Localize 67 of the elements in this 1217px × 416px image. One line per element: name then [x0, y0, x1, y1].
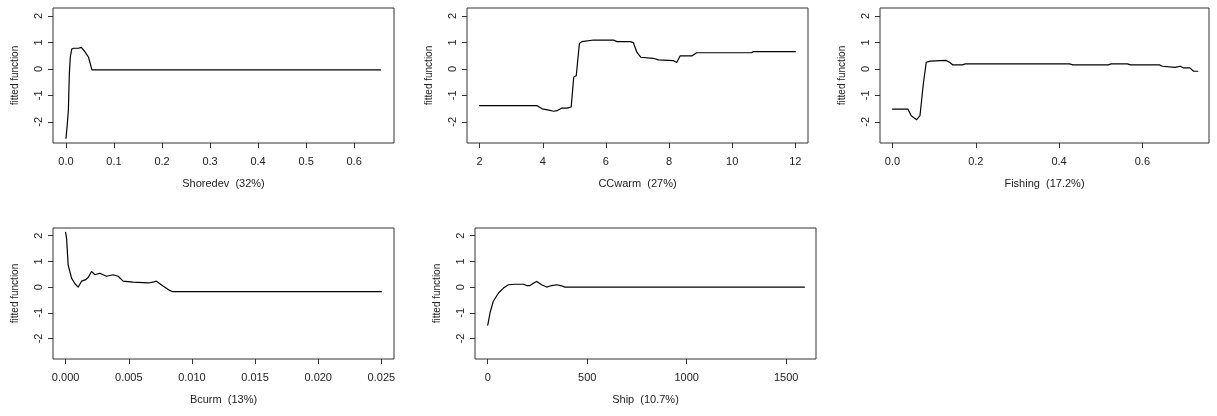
x-tick-label: 12 [789, 154, 802, 167]
x-tick-label: 2 [476, 154, 483, 167]
y-axis-title: fitted function [8, 45, 20, 106]
line-series [891, 59, 1199, 121]
x-tick-label: 0.5 [298, 154, 314, 167]
y-tick-label: 2 [445, 12, 458, 19]
y-tick-label: -1 [445, 90, 458, 101]
y-tick-label: 0 [445, 65, 458, 72]
x-tick-label: 0.4 [250, 154, 266, 167]
line-series [65, 231, 382, 293]
y-tick-label: -1 [31, 307, 44, 318]
y-axis-title: fitted function [422, 45, 434, 106]
y-tick-label: 2 [31, 232, 44, 239]
x-tick-label: 0 [484, 370, 491, 383]
y-tick-label: 2 [858, 12, 871, 19]
y-tick-label: -2 [445, 116, 458, 127]
y-tick-label: 1 [445, 39, 458, 46]
x-axis-title: Ship (10.7%) [612, 392, 679, 405]
x-axis-title: Fishing (17.2%) [1004, 176, 1085, 189]
y-axis-title: fitted function [8, 263, 20, 324]
x-tick-label: 0.025 [367, 370, 396, 383]
x-tick-label: 0.000 [51, 370, 80, 383]
y-tick-label: 0 [858, 65, 871, 72]
y-tick-label: 0 [31, 65, 44, 72]
x-tick-label: 0.4 [1051, 154, 1067, 167]
x-axis-title: Bcurm (13%) [189, 392, 258, 405]
x-tick-label: 8 [666, 154, 673, 167]
y-axis-title: fitted function [430, 263, 442, 324]
line-series [487, 280, 806, 326]
x-tick-label: 0.005 [115, 370, 143, 383]
y-tick-label: 0 [453, 284, 466, 291]
x-tick-label: 0.6 [346, 154, 362, 167]
y-tick-label: -2 [858, 116, 871, 127]
x-axis-title: CCwarm (27%) [598, 176, 677, 189]
y-tick-label: 1 [31, 39, 44, 46]
x-tick-label: 10 [726, 154, 739, 167]
y-tick-label: -2 [453, 333, 466, 344]
y-tick-label: 1 [453, 258, 466, 265]
y-tick-label: -2 [31, 116, 44, 127]
y-tick-label: -2 [31, 333, 44, 344]
y-tick-label: -1 [453, 307, 466, 318]
x-tick-label: 4 [539, 154, 546, 167]
y-tick-label: -1 [858, 90, 871, 101]
x-tick-label: 0.3 [202, 154, 218, 167]
x-tick-label: 1000 [674, 370, 699, 383]
x-tick-label: 0.015 [241, 370, 269, 383]
line-series [479, 39, 796, 112]
x-tick-label: 1500 [773, 370, 799, 383]
line-series [65, 46, 382, 139]
y-tick-label: 2 [31, 12, 44, 19]
y-tick-label: 0 [31, 284, 44, 291]
x-tick-label: 0.2 [154, 154, 170, 167]
x-tick-label: 0.0 [58, 154, 74, 167]
x-tick-label: 0.6 [1134, 154, 1151, 167]
x-tick-label: 0.010 [178, 370, 206, 383]
y-tick-label: 2 [453, 232, 466, 239]
x-tick-label: 500 [578, 370, 597, 383]
y-tick-label: 1 [31, 258, 44, 265]
y-tick-label: 1 [858, 39, 871, 46]
y-axis-title: fitted function [835, 45, 847, 106]
x-axis-title: Shoredev (32%) [182, 176, 265, 189]
x-tick-label: 0.1 [106, 154, 122, 167]
x-tick-label: 0.0 [884, 154, 901, 167]
x-tick-label: 0.020 [304, 370, 332, 383]
x-tick-label: 0.2 [968, 154, 984, 167]
y-tick-label: -1 [31, 90, 44, 101]
x-tick-label: 6 [602, 154, 609, 167]
